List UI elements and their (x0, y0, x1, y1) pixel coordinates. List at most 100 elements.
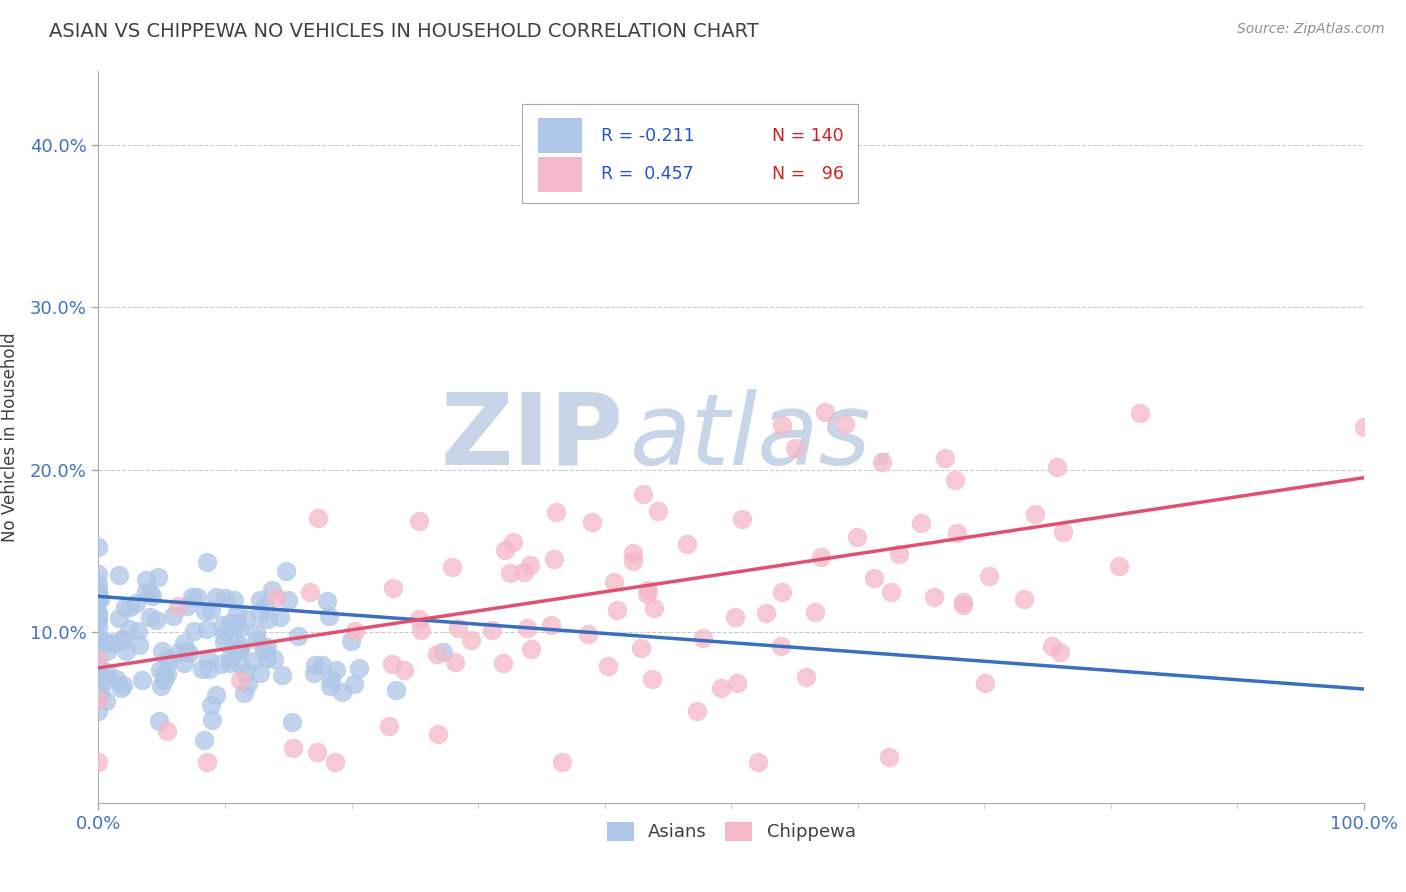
Asians (325, 663, 347, 677)
Asians (173, 635, 195, 649)
Asians (318, 680, 340, 694)
Chippewa (87, 755, 110, 769)
Chippewa (910, 516, 932, 530)
Asians (271, 667, 294, 681)
Asians (148, 570, 170, 584)
Asians (153, 673, 176, 688)
Chippewa (281, 740, 304, 755)
Asians (432, 645, 454, 659)
Asians (231, 639, 253, 653)
Text: atlas.: atlas. (630, 389, 903, 485)
Chippewa (647, 504, 669, 518)
Chippewa (637, 583, 659, 598)
Asians (281, 715, 304, 730)
Chippewa (307, 746, 329, 760)
Chippewa (87, 652, 110, 666)
Chippewa (409, 623, 432, 637)
Asians (145, 613, 167, 627)
Chippewa (408, 514, 430, 528)
Asians (87, 593, 110, 607)
Asians (87, 610, 110, 624)
Asians (87, 686, 110, 700)
Asians (340, 634, 363, 648)
Asians (111, 632, 134, 647)
Asians (197, 651, 219, 665)
FancyBboxPatch shape (523, 104, 858, 203)
Asians (174, 644, 197, 658)
Asians (287, 629, 309, 643)
Asians (110, 681, 132, 696)
Chippewa (810, 549, 832, 564)
Chippewa (804, 605, 827, 619)
Chippewa (863, 571, 886, 585)
Asians (302, 665, 325, 680)
Asians (231, 658, 253, 673)
Asians (114, 600, 136, 615)
Chippewa (516, 621, 538, 635)
Asians (200, 698, 222, 712)
Asians (125, 595, 148, 609)
Chippewa (519, 642, 541, 657)
Asians (263, 652, 285, 666)
Chippewa (447, 621, 470, 635)
Chippewa (621, 554, 644, 568)
Chippewa (195, 755, 218, 769)
Asians (167, 645, 190, 659)
Asians (319, 672, 342, 686)
Asians (228, 642, 250, 657)
Asians (87, 591, 110, 606)
Chippewa (581, 516, 603, 530)
Chippewa (1052, 525, 1074, 540)
FancyBboxPatch shape (537, 118, 582, 153)
Chippewa (834, 417, 856, 431)
Chippewa (686, 704, 709, 718)
Chippewa (974, 675, 997, 690)
Asians (233, 686, 256, 700)
Asians (87, 584, 110, 599)
Chippewa (922, 591, 945, 605)
Chippewa (870, 455, 893, 469)
Asians (89, 592, 111, 607)
Asians (105, 673, 128, 687)
Chippewa (880, 584, 903, 599)
Asians (87, 606, 110, 620)
Asians (87, 664, 110, 678)
Chippewa (1129, 406, 1152, 420)
Asians (162, 608, 184, 623)
Asians (197, 622, 219, 636)
Asians (186, 591, 208, 605)
Chippewa (543, 551, 565, 566)
Chippewa (540, 617, 562, 632)
Asians (257, 612, 280, 626)
Asians (87, 591, 110, 606)
Asians (96, 665, 118, 679)
Asians (127, 624, 149, 638)
Chippewa (167, 599, 190, 614)
Chippewa (499, 566, 522, 581)
Chippewa (770, 418, 793, 433)
Chippewa (1040, 639, 1063, 653)
Asians (87, 705, 110, 719)
Asians (311, 657, 333, 672)
Chippewa (783, 441, 806, 455)
Asians (87, 540, 110, 554)
Asians (193, 733, 215, 747)
Asians (194, 604, 217, 618)
Chippewa (630, 641, 652, 656)
Asians (139, 609, 162, 624)
Asians (249, 665, 271, 680)
Asians (209, 657, 232, 672)
Chippewa (513, 565, 536, 579)
Asians (156, 655, 179, 669)
Chippewa (1012, 592, 1035, 607)
Asians (219, 616, 242, 631)
Asians (120, 599, 142, 614)
Asians (236, 677, 259, 691)
Asians (87, 585, 110, 599)
Chippewa (307, 511, 329, 525)
Asians (87, 591, 110, 605)
Asians (87, 678, 110, 692)
Chippewa (710, 681, 733, 696)
Text: R =  0.457: R = 0.457 (600, 166, 693, 184)
Asians (180, 590, 202, 604)
